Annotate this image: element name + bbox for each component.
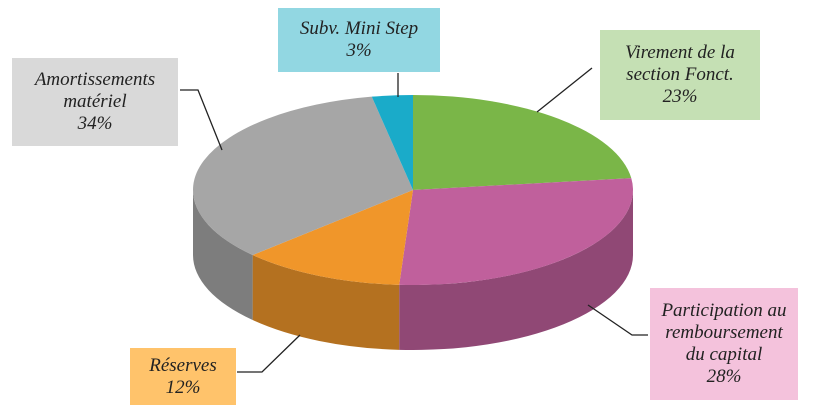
pie-side xyxy=(193,190,253,321)
slice-label: Subv. Mini Step 3% xyxy=(278,8,440,72)
slice-label: Réserves 12% xyxy=(130,348,236,405)
leader-line xyxy=(180,89,223,151)
pie-slice xyxy=(413,95,632,190)
label-value: 34% xyxy=(77,113,113,134)
leader-line xyxy=(237,334,301,373)
slice-label: Virement de la section Fonct. 23% xyxy=(600,30,760,120)
leader-line xyxy=(536,67,593,113)
pie-side xyxy=(399,190,633,350)
pie-slice xyxy=(371,95,413,190)
label-value: 28% xyxy=(706,366,742,387)
leader-line xyxy=(587,304,648,336)
pie-side xyxy=(252,255,400,350)
leader-lines xyxy=(180,67,648,373)
label-value: 12% xyxy=(165,376,201,398)
label-name: Participation au remboursement du capita… xyxy=(661,300,787,365)
slice-label: Participation au remboursement du capita… xyxy=(650,288,798,400)
slice-label: Amortissements matériel 34% xyxy=(12,58,178,146)
label-name: Réserves xyxy=(149,354,217,376)
pie-sides xyxy=(193,190,633,350)
label-value: 3% xyxy=(346,40,372,61)
label-value: 23% xyxy=(662,86,698,107)
label-name: Subv. Mini Step xyxy=(299,18,419,39)
pie-tops xyxy=(192,95,633,285)
label-name: Amortissements matériel xyxy=(34,69,156,112)
pie-slice xyxy=(252,190,413,285)
label-name: Virement de la section Fonct. xyxy=(625,42,735,85)
pie-slice xyxy=(192,96,413,256)
pie-slice xyxy=(399,178,633,285)
